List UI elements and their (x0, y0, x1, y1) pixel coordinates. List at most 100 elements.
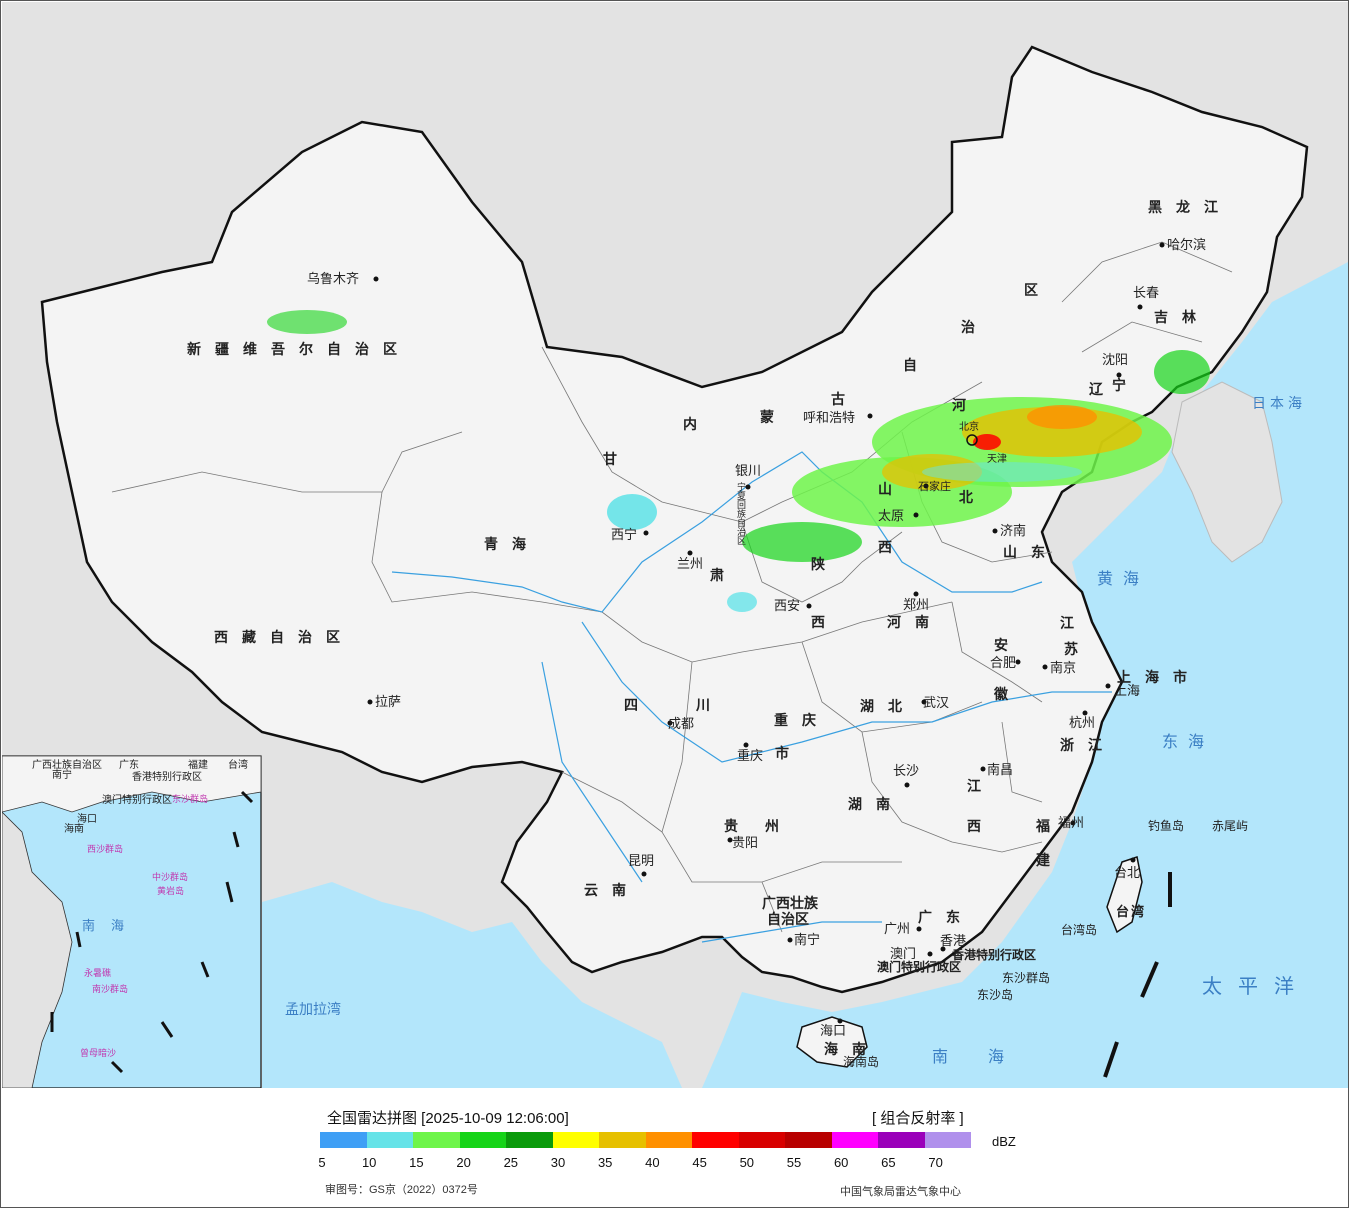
label-xizang: 西藏自治区 (214, 629, 354, 646)
city-chengdu: 成都 (668, 717, 694, 732)
city-chongqing: 重庆 (737, 748, 763, 764)
radar-echoes (267, 310, 1210, 612)
scale-swatch-13 (924, 1132, 971, 1148)
inset-nanhai: 南海 (82, 918, 140, 934)
label-qinghai: 青海 (484, 536, 540, 553)
city-taibei: 台北 (1114, 866, 1140, 881)
scale-tick-label: 30 (550, 1155, 566, 1170)
scale-tick-label: 55 (786, 1155, 802, 1170)
city-shijiazhuang: 石家庄 (918, 479, 951, 493)
label-jiangsu1: 江 (1060, 615, 1088, 632)
scale-tick-label: 40 (645, 1155, 660, 1170)
city-fuzhou: 福州 (1058, 816, 1084, 831)
inset-zhongsha: 中沙群岛 (152, 871, 188, 882)
scale-tick-label: 70 (928, 1155, 943, 1170)
label-beijing: 北京 (959, 420, 979, 433)
city-nanjing: 南京 (1050, 660, 1076, 676)
city-urumqi: 乌鲁木齐 (307, 271, 359, 287)
inset-dongsha: 东沙群岛 (172, 793, 208, 804)
label-guizhou2: 州 (764, 819, 793, 835)
inset-hainan: 海南 (64, 822, 84, 835)
capital-dots (367, 242, 1165, 1024)
rivers (391, 451, 1112, 943)
inset-nanning: 南宁 (52, 768, 72, 781)
label-guangxi2: 自治区 (767, 911, 809, 928)
city-nanchang: 南昌 (987, 762, 1013, 778)
hainan-island (796, 1016, 868, 1068)
label-gansu2: 肃 (710, 567, 738, 584)
label-south-sea: 南海 (932, 1047, 1044, 1066)
scale-swatch-8 (692, 1132, 739, 1148)
city-hongkong: 香港 (940, 934, 966, 949)
label-henan: 河南 (887, 614, 943, 631)
label-liaoning1: 辽 (1089, 382, 1117, 398)
taiwan-island (1106, 856, 1143, 934)
legend-panel: 全国雷达拼图 [2025-10-09 12:06:00] [ 组合反射率 ] d… (2, 1089, 1348, 1207)
scale-swatch-11 (831, 1132, 878, 1148)
review-number: 审图号：GS京（2022）0372号 (325, 1184, 478, 1196)
mosaic-title: 全国雷达拼图 [2025-10-09 12:06:00] (327, 1110, 569, 1127)
label-shanxi2: 西 (878, 540, 906, 556)
label-neimenggu2: 蒙 (760, 409, 788, 426)
label-sichuan1: 四 (624, 698, 652, 714)
scale-swatch-10 (785, 1132, 832, 1148)
inset-guangdong: 广东 (119, 758, 139, 771)
city-wuhan: 武汉 (923, 696, 949, 711)
label-taiwan-island: 台湾岛 (1061, 922, 1097, 937)
city-lanzhou: 兰州 (677, 557, 703, 572)
label-neimenggu5: 治 (961, 319, 989, 336)
label-jiangxi1: 江 (967, 778, 995, 795)
label-zhejiang: 浙江 (1060, 737, 1116, 754)
scale-tick-label: 35 (597, 1155, 613, 1170)
label-shaanxi1: 陕 (811, 556, 839, 573)
label-fujian2: 建 (1036, 852, 1064, 869)
scale-tick-label: 5 (318, 1155, 326, 1170)
label-guangxi1: 广西壮族 (762, 895, 819, 912)
label-shandong: 山东 (1003, 544, 1059, 561)
label-macau-sar: 澳门特别行政区 (877, 959, 961, 974)
map-labels: 新疆维吾尔自治区 西藏自治区 青海 甘 肃 内 蒙 古 自 治 区 黑龙江 吉林… (32, 199, 1310, 1069)
china-radar-map[interactable]: 新疆维吾尔自治区 西藏自治区 青海 甘 肃 内 蒙 古 自 治 区 黑龙江 吉林… (2, 2, 1348, 1088)
city-jinan: 济南 (1000, 523, 1026, 539)
city-lhasa: 拉萨 (375, 695, 401, 710)
label-yunnan: 云南 (584, 882, 640, 899)
inset-taiwan: 台湾 (228, 758, 248, 771)
label-hainan: 海南 (824, 1041, 880, 1058)
scale-swatch-0 (320, 1132, 367, 1148)
city-hefei: 合肥 (990, 656, 1016, 671)
label-jiangxi2: 西 (967, 819, 995, 835)
scale-swatch-4 (506, 1132, 553, 1148)
product-type: [ 组合反射率 ] (872, 1110, 964, 1127)
china-landmass (40, 45, 1309, 994)
inset-xisha: 西沙群岛 (87, 843, 123, 854)
label-hubei: 湖北 (860, 699, 916, 715)
color-scale (320, 1132, 971, 1148)
inset-nine-dash (50, 790, 254, 1074)
label-pacific: 太平洋 (1202, 974, 1310, 998)
label-jiangsu2: 苏 (1064, 641, 1092, 658)
label-dongsha: 东沙群岛 (1002, 970, 1050, 985)
label-hebei1: 河 (952, 397, 980, 414)
city-guangzhou: 广州 (884, 922, 910, 937)
inset-vietnam (2, 811, 73, 1088)
label-xinjiang: 新疆维吾尔自治区 (187, 341, 411, 358)
scale-unit: dBZ (992, 1134, 1016, 1149)
bengal-bay-area (262, 882, 682, 1088)
label-diaoyu: 钓鱼岛 (1148, 818, 1184, 833)
label-liaoning2: 宁 (1112, 377, 1140, 394)
label-hainan-island: 海南岛 (843, 1054, 879, 1069)
city-hohhot: 呼和浩特 (803, 411, 855, 426)
city-xining: 西宁 (611, 527, 637, 543)
label-ningxia: 宁夏回族自治区 (735, 481, 746, 545)
city-zhengzhou: 郑州 (903, 598, 929, 613)
inset-fujian: 福建 (188, 758, 208, 771)
scale-tick-label: 60 (833, 1155, 849, 1170)
scale-swatch-5 (552, 1132, 599, 1148)
scale-tick-label: 25 (503, 1155, 519, 1170)
city-changchun: 长春 (1133, 286, 1159, 301)
scale-swatch-2 (413, 1132, 460, 1148)
scale-tick-label: 15 (409, 1155, 424, 1170)
label-guangdong: 广东 (918, 909, 974, 926)
label-jilin: 吉林 (1154, 309, 1210, 326)
label-anhui2: 徽 (993, 686, 1022, 703)
